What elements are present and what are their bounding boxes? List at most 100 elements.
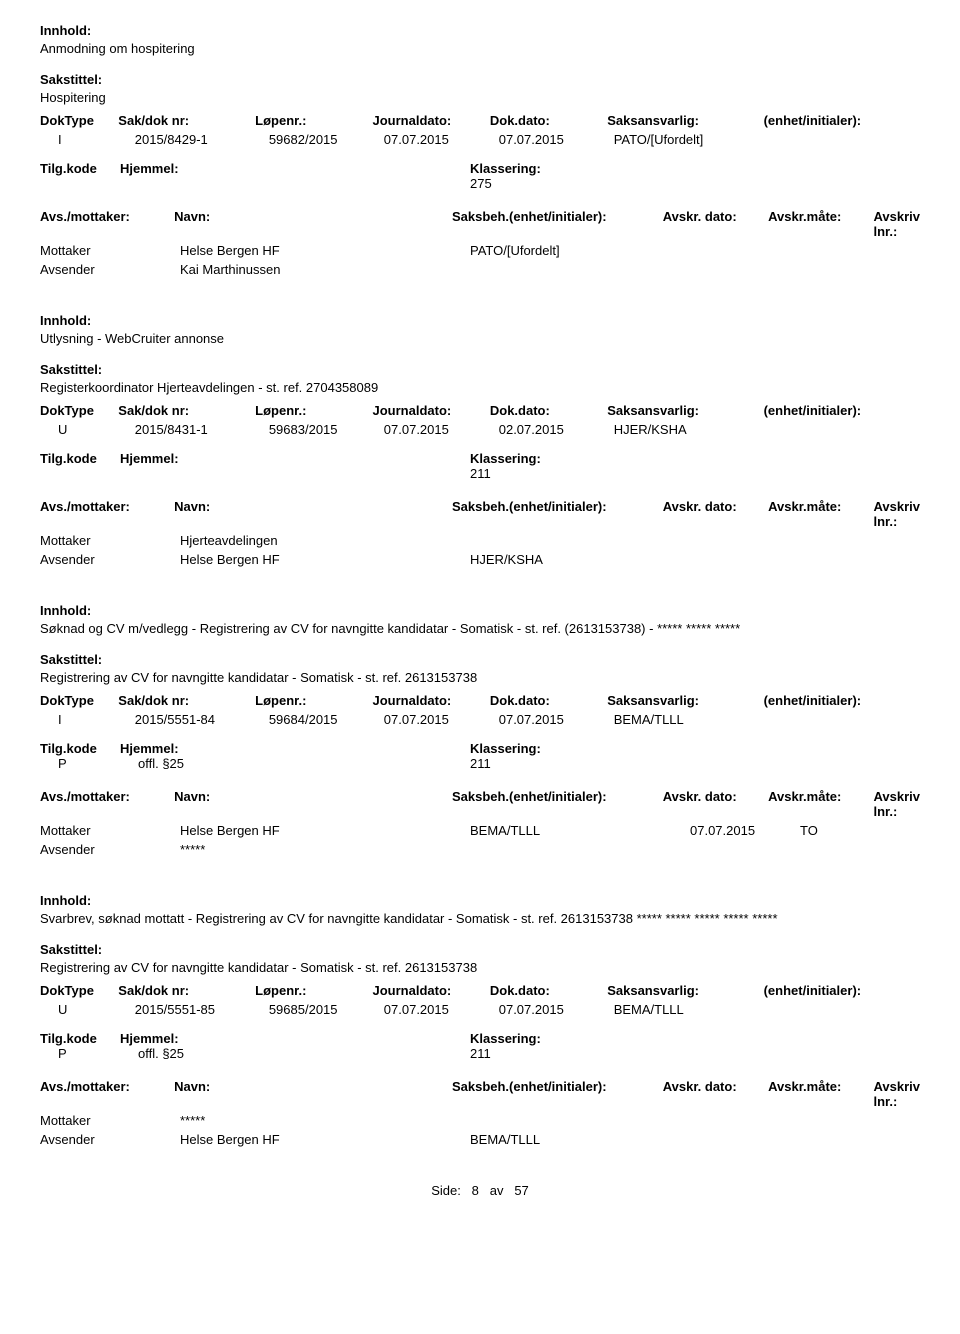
party-avskrivlnr <box>910 552 920 567</box>
klassering-label: Klassering: <box>470 741 920 756</box>
lopenr-value: 59685/2015 <box>269 1002 384 1017</box>
tilg-hjemmel-values: Poffl. §25 <box>40 1046 470 1061</box>
klassering-value: 275 <box>470 176 920 191</box>
sakstittel-value: Hospitering <box>40 90 920 105</box>
innhold-value: Svarbrev, søknad mottatt - Registrering … <box>40 911 920 926</box>
tilg-hjemmel-values: Poffl. §25 <box>40 756 470 771</box>
avsmottaker-header: Avs./mottaker: <box>40 209 174 239</box>
hjemmel-label: Hjemmel: <box>120 161 179 176</box>
avskrdato-header: Avskr. dato: <box>663 499 768 529</box>
sakstittel-label: Sakstittel: <box>40 652 920 667</box>
metadata-data-row: U2015/5551-8559685/201507.07.201507.07.2… <box>40 1002 920 1017</box>
hjemmel-label: Hjemmel: <box>120 451 179 466</box>
party-saksbeh: BEMA/TLLL <box>470 823 690 838</box>
avsmottaker-header: Avs./mottaker: <box>40 1079 174 1109</box>
saksansv-header: Saksansvarlig: <box>607 403 763 418</box>
saksbeh-header: Saksbeh.(enhet/initialer): <box>452 209 663 239</box>
journal-record: Innhold:Svarbrev, søknad mottatt - Regis… <box>40 893 920 1147</box>
party-avskrivlnr <box>910 842 920 857</box>
tilg-hjemmel-block: Tilg.kodeHjemmel:Poffl. §25 <box>40 741 470 771</box>
sakdok-header: Sak/dok nr: <box>118 113 255 128</box>
tilg-klassering-row: Tilg.kodeHjemmel:Poffl. §25Klassering:21… <box>40 1031 920 1061</box>
party-saksbeh: HJER/KSHA <box>470 552 690 567</box>
jdato-header: Journaldato: <box>373 693 490 708</box>
hjemmel-value: offl. §25 <box>138 756 184 771</box>
party-saksbeh <box>470 1113 690 1128</box>
sakstittel-value: Registrering av CV for navngitte kandida… <box>40 960 920 975</box>
footer-side-label: Side: <box>431 1183 461 1198</box>
avskrmate-header: Avskr.måte: <box>768 499 873 529</box>
innhold-label: Innhold: <box>40 23 920 38</box>
doktype-header: DokType <box>40 693 118 708</box>
party-avskrmate <box>800 533 910 548</box>
party-role: Mottaker <box>40 1113 180 1128</box>
party-navn: Kai Marthinussen <box>180 262 470 277</box>
tilg-hjemmel-header: Tilg.kodeHjemmel: <box>40 451 470 466</box>
saksbeh-header: Saksbeh.(enhet/initialer): <box>452 499 663 529</box>
records-list: Innhold: Anmodning om hospitering Sakstitt… <box>40 23 920 1147</box>
party-avskrdato <box>690 533 800 548</box>
party-avskrivlnr <box>910 243 920 258</box>
klassering-value: 211 <box>470 1046 920 1061</box>
saksbeh-header: Saksbeh.(enhet/initialer): <box>452 789 663 819</box>
ddato-value: 07.07.2015 <box>499 132 614 147</box>
lopenr-header: Løpenr.: <box>255 403 372 418</box>
tilg-hjemmel-block: Tilg.kodeHjemmel: <box>40 161 470 191</box>
party-navn: Helse Bergen HF <box>180 552 470 567</box>
avskrmate-header: Avskr.måte: <box>768 209 873 239</box>
sakdok-header: Sak/dok nr: <box>118 693 255 708</box>
ddato-header: Dok.dato: <box>490 403 607 418</box>
doktype-value: I <box>58 712 135 727</box>
sakstittel-value: Registerkoordinator Hjerteavdelingen - s… <box>40 380 920 395</box>
innhold-value: Søknad og CV m/vedlegg - Registrering av… <box>40 621 920 636</box>
jdato-header: Journaldato: <box>373 113 490 128</box>
tilg-hjemmel-header: Tilg.kodeHjemmel: <box>40 1031 470 1046</box>
tilgkode-label: Tilg.kode <box>40 1031 120 1046</box>
party-role: Mottaker <box>40 823 180 838</box>
footer-page: 8 <box>472 1183 479 1198</box>
klassering-label: Klassering: <box>470 161 920 176</box>
tilgkode-value: P <box>58 1046 138 1061</box>
party-avskrivlnr <box>910 262 920 277</box>
tilgkode-value: P <box>58 756 138 771</box>
hjemmel-label: Hjemmel: <box>120 741 179 756</box>
page: Innhold: Anmodning om hospitering Sakstitt… <box>0 0 960 1238</box>
party-avskrmate <box>800 1113 910 1128</box>
metadata-header-row: DokTypeSak/dok nr:Løpenr.:Journaldato:Do… <box>40 983 920 998</box>
navn-header: Navn: <box>174 499 452 529</box>
footer-total: 57 <box>514 1183 528 1198</box>
party-saksbeh <box>470 262 690 277</box>
tilg-klassering-row: Tilg.kodeHjemmel:Klassering:275 <box>40 161 920 191</box>
lopenr-value: 59682/2015 <box>269 132 384 147</box>
metadata-header-row: DokTypeSak/dok nr:Løpenr.:Journaldato:Do… <box>40 693 920 708</box>
doktype-header: DokType <box>40 113 118 128</box>
doktype-value: I <box>58 132 135 147</box>
party-navn: ***** <box>180 1113 470 1128</box>
saksansv-header: Saksansvarlig: <box>607 983 763 998</box>
sakdok-value: 2015/8431-1 <box>135 422 269 437</box>
party-role: Mottaker <box>40 243 180 258</box>
party-role: Avsender <box>40 842 180 857</box>
avsmottaker-header: Avs./mottaker: <box>40 499 174 529</box>
party-avskrivlnr <box>910 1132 920 1147</box>
tilg-hjemmel-block: Tilg.kodeHjemmel: <box>40 451 470 481</box>
innhold-value: Anmodning om hospitering <box>40 41 920 56</box>
klassering-label: Klassering: <box>470 451 920 466</box>
saksansv-value: HJER/KSHA <box>614 422 767 437</box>
lopenr-value: 59683/2015 <box>269 422 384 437</box>
jdato-header: Journaldato: <box>373 403 490 418</box>
jdato-value: 07.07.2015 <box>384 132 499 147</box>
ddato-value: 07.07.2015 <box>499 712 614 727</box>
party-avskrdato <box>690 243 800 258</box>
ddato-header: Dok.dato: <box>490 983 607 998</box>
party-avskrdato <box>690 1132 800 1147</box>
ddato-header: Dok.dato: <box>490 693 607 708</box>
party-avskrivlnr <box>910 533 920 548</box>
saksansv-value: BEMA/TLLL <box>614 1002 767 1017</box>
party-avskrdato <box>690 842 800 857</box>
page-footer: Side: 8 av 57 <box>40 1183 920 1198</box>
party-role: Avsender <box>40 262 180 277</box>
party-header-row: Avs./mottaker:Navn:Saksbeh.(enhet/initia… <box>40 499 920 529</box>
doktype-value: U <box>58 422 135 437</box>
party-row: Mottaker***** <box>40 1113 920 1128</box>
